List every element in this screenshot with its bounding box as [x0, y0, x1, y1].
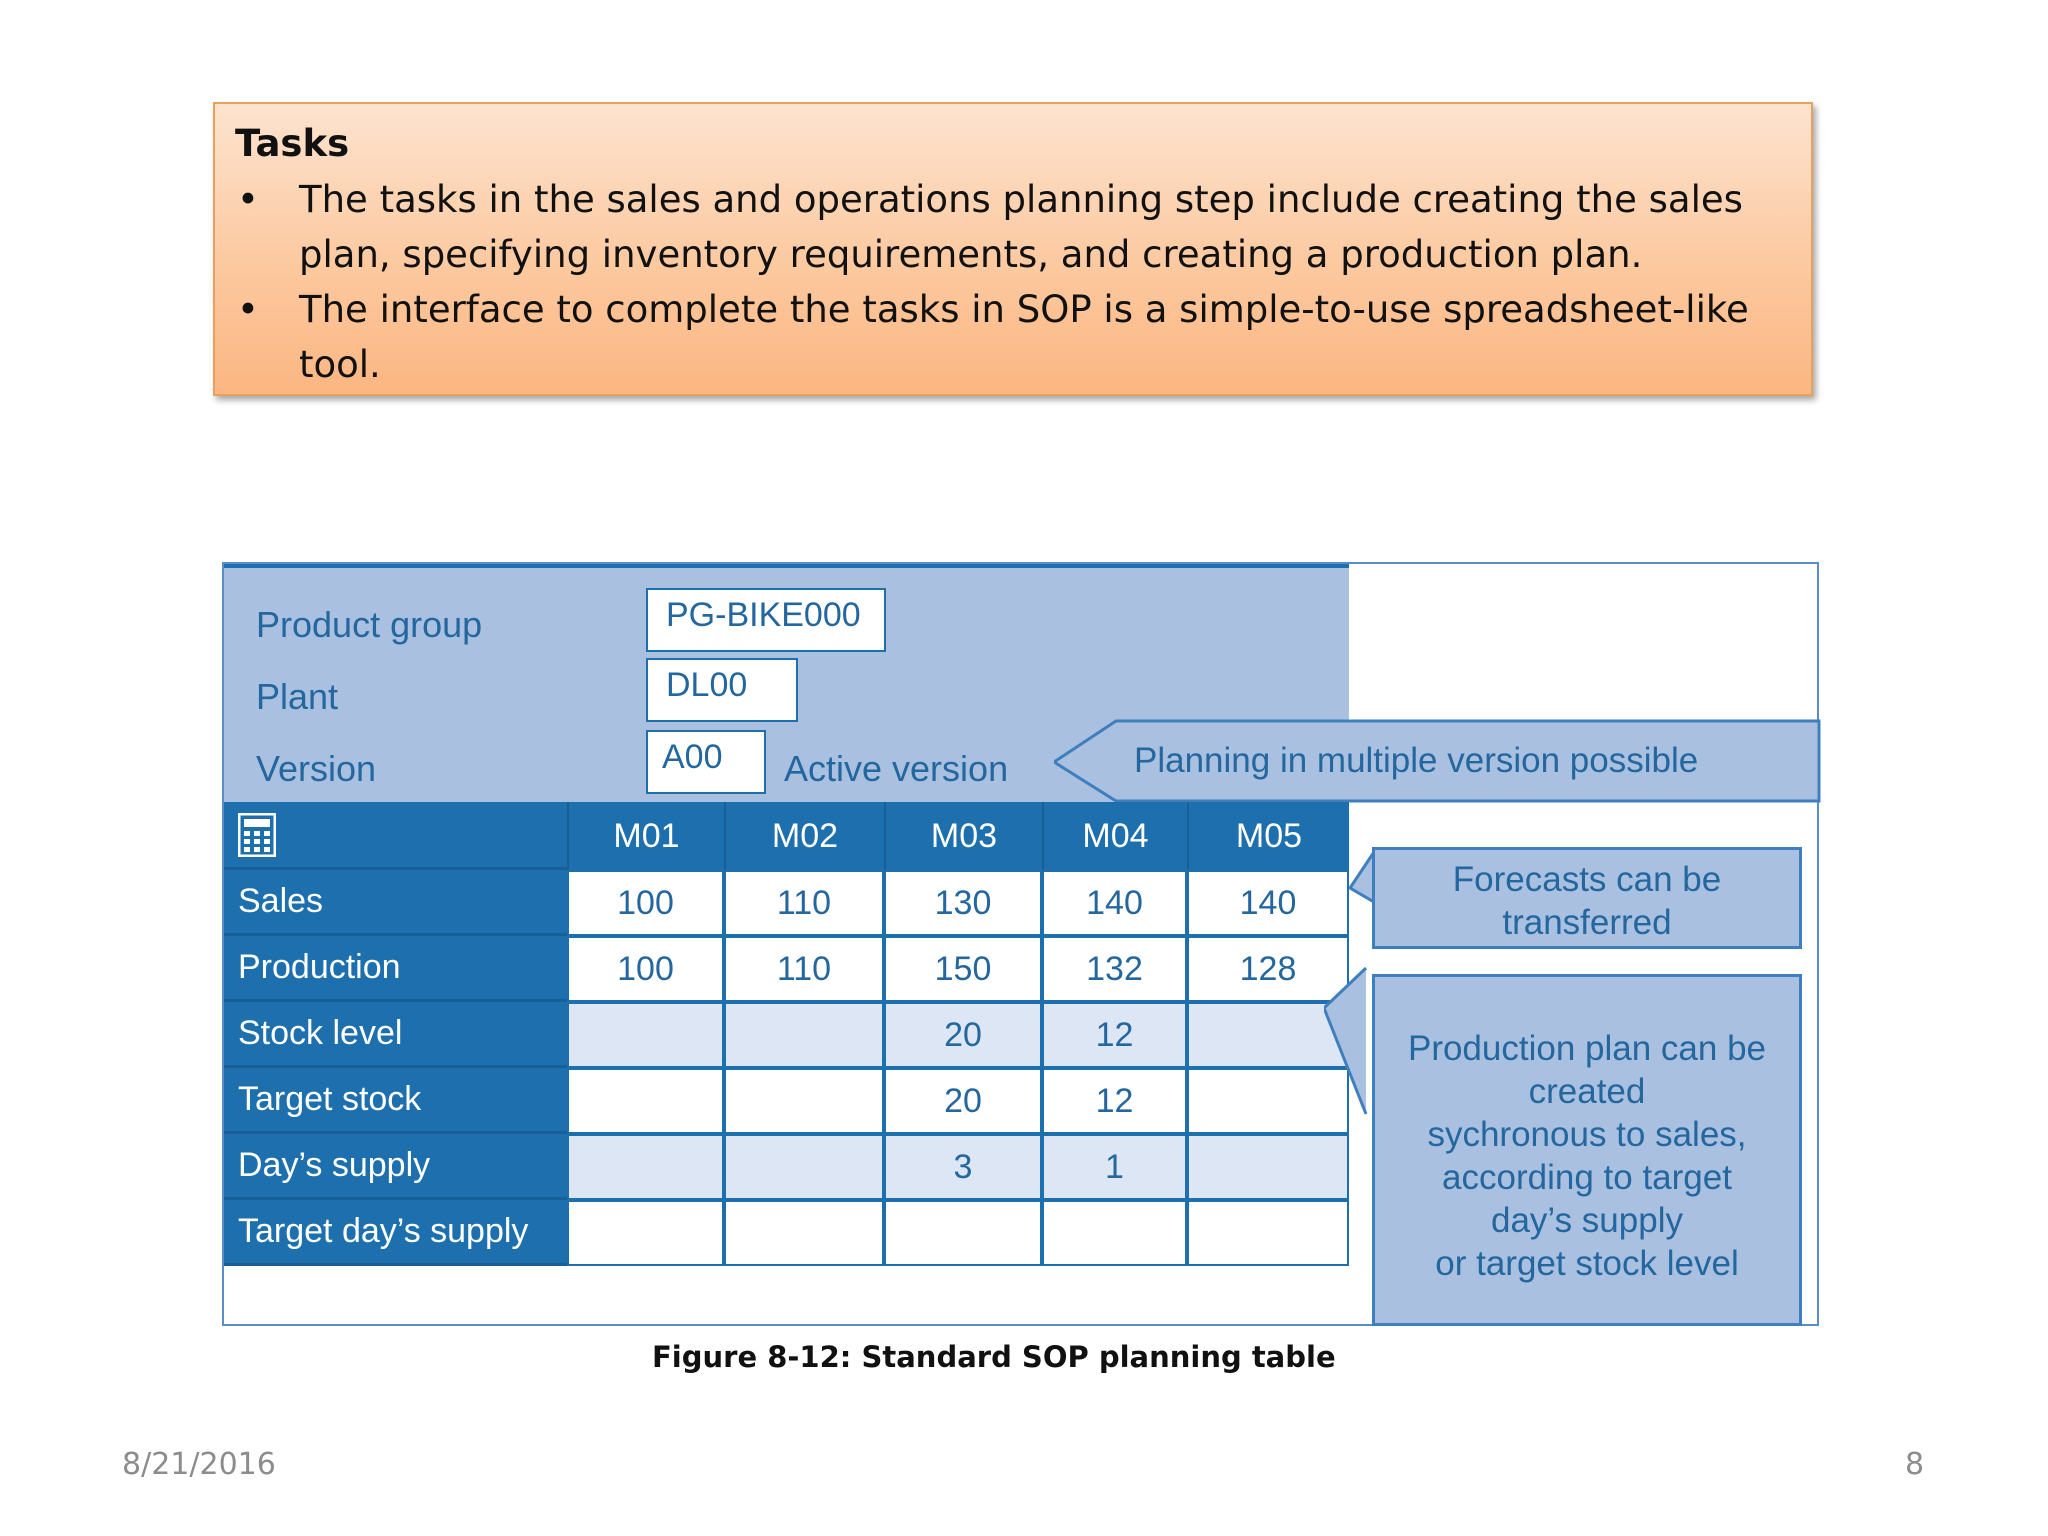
row-label-stock-level: Stock level: [224, 1002, 567, 1068]
row-label-target-stock: Target stock: [224, 1068, 567, 1134]
version-callout: Planning in multiple version possible: [1051, 719, 1821, 810]
table-cell[interactable]: 12: [1042, 1002, 1187, 1068]
production-callout-line: or target stock level: [1435, 1244, 1739, 1283]
production-callout-line: according to target: [1442, 1158, 1732, 1197]
table-cell[interactable]: 3: [884, 1134, 1042, 1200]
plant-field[interactable]: DL00: [646, 658, 798, 722]
table-cell[interactable]: 20: [884, 1002, 1042, 1068]
sop-planning-figure: Product group PG-BIKE000 Plant DL00 Vers…: [222, 562, 1821, 1326]
row-label-production: Production: [224, 936, 567, 1002]
tasks-list: • The tasks in the sales and operations …: [235, 172, 1791, 392]
tasks-box: Tasks • The tasks in the sales and opera…: [213, 102, 1813, 396]
plant-label: Plant: [256, 676, 339, 717]
table-cell[interactable]: 132: [1042, 936, 1187, 1002]
production-callout-line: created: [1528, 1072, 1646, 1111]
table-cell[interactable]: [567, 1200, 724, 1266]
table-cell[interactable]: [724, 1200, 884, 1266]
table-cell[interactable]: [724, 1002, 884, 1068]
table-cell[interactable]: 150: [884, 936, 1042, 1002]
bullet-icon: •: [237, 288, 259, 331]
figure-caption: Figure 8-12: Standard SOP planning table: [652, 1340, 1336, 1374]
row-label-sales: Sales: [224, 870, 567, 936]
table-cell[interactable]: [1187, 1068, 1349, 1134]
planning-header-panel: Product group PG-BIKE000 Plant DL00 Vers…: [224, 564, 1349, 802]
table-cell[interactable]: [724, 1068, 884, 1134]
production-callout-line: day’s supply: [1491, 1201, 1683, 1240]
column-header: M03: [884, 802, 1042, 870]
table-cell[interactable]: [567, 1134, 724, 1200]
column-header: M02: [724, 802, 884, 870]
task-text: The interface to complete the tasks in S…: [299, 288, 1749, 386]
task-item: • The tasks in the sales and operations …: [235, 172, 1791, 282]
table-cell[interactable]: 1: [1042, 1134, 1187, 1200]
table-cell[interactable]: 110: [724, 870, 884, 936]
version-callout-text: Planning in multiple version possible: [1134, 741, 1699, 780]
table-cell[interactable]: 128: [1187, 936, 1349, 1002]
table-cell[interactable]: 100: [567, 936, 724, 1002]
table-cell[interactable]: [567, 1002, 724, 1068]
product-group-field[interactable]: PG-BIKE000: [646, 588, 886, 652]
version-field[interactable]: A00: [646, 730, 766, 794]
column-header: M04: [1042, 802, 1187, 870]
table-cell[interactable]: 140: [1187, 870, 1349, 936]
column-header: M05: [1187, 802, 1349, 870]
active-version-text: Active version: [784, 748, 1009, 789]
production-callout-line: Production plan can be: [1407, 1029, 1767, 1068]
production-callout-line: sychronous to sales,: [1427, 1115, 1747, 1154]
task-item: • The interface to complete the tasks in…: [235, 282, 1791, 392]
slide-date: 8/21/2016: [122, 1447, 276, 1482]
table-cell[interactable]: 140: [1042, 870, 1187, 936]
table-cell[interactable]: 20: [884, 1068, 1042, 1134]
table-cell[interactable]: [567, 1068, 724, 1134]
table-cell[interactable]: 12: [1042, 1068, 1187, 1134]
row-label-days-supply: Day’s supply: [224, 1134, 567, 1200]
forecast-callout-line: Forecasts can be: [1452, 860, 1722, 899]
table-cell[interactable]: 110: [724, 936, 884, 1002]
forecast-callout-line: transferred: [1502, 903, 1672, 942]
table-cell[interactable]: [884, 1200, 1042, 1266]
calculator-icon: [238, 812, 276, 857]
table-cell[interactable]: 100: [567, 870, 724, 936]
forecast-callout: Forecasts can be transferred: [1372, 847, 1802, 949]
table-cell[interactable]: [1187, 1002, 1349, 1068]
version-callout-shape: [1051, 719, 1821, 803]
table-cell[interactable]: [1187, 1200, 1349, 1266]
callout-pointers: [1324, 847, 1376, 1115]
table-corner: [224, 802, 567, 870]
slide-page-number: 8: [1905, 1447, 1925, 1482]
tasks-title: Tasks: [235, 122, 350, 165]
task-text: The tasks in the sales and operations pl…: [299, 178, 1743, 276]
bullet-icon: •: [237, 178, 259, 221]
table-cell[interactable]: [1042, 1200, 1187, 1266]
column-header: M01: [567, 802, 724, 870]
row-label-target-days-supply: Target day’s supply: [224, 1200, 567, 1266]
table-cell[interactable]: [1187, 1134, 1349, 1200]
table-cell[interactable]: 130: [884, 870, 1042, 936]
version-label: Version: [256, 748, 377, 789]
product-group-label: Product group: [256, 604, 483, 645]
table-cell[interactable]: [724, 1134, 884, 1200]
production-callout: Production plan can be created sychronou…: [1372, 974, 1802, 1326]
